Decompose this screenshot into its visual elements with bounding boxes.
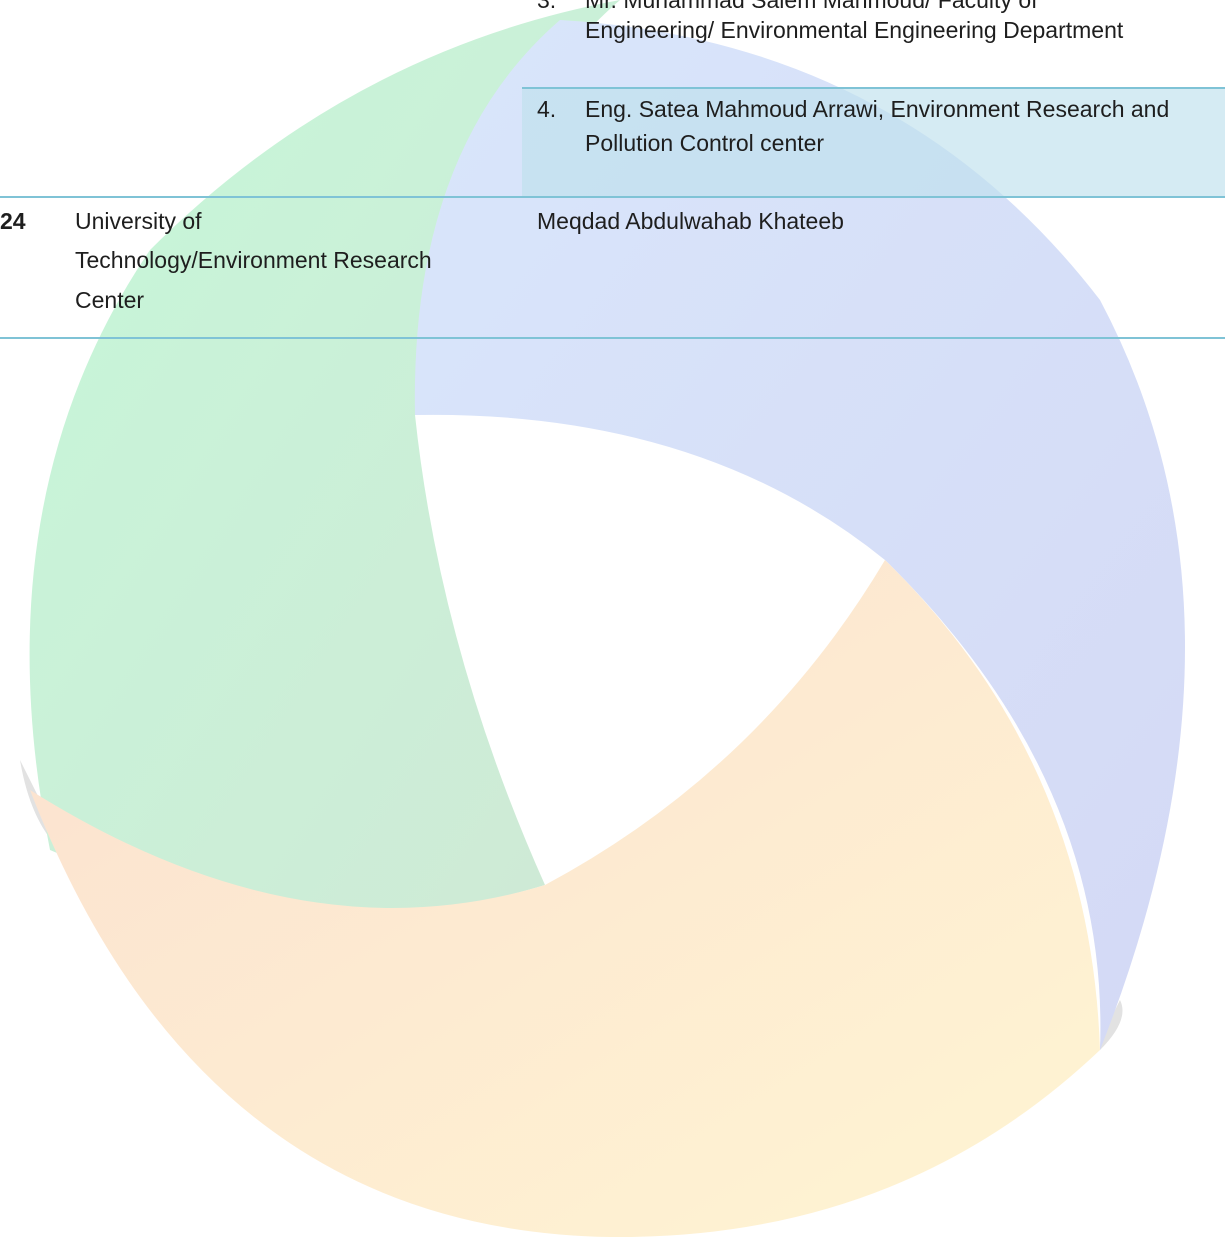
item-text: Mr. Muhammad Salem Mahmoud/ Faculty of [585, 0, 1038, 13]
item-text: Eng. Satea Mahmoud Arrawi, Environment R… [585, 96, 1170, 122]
item-number: 3. [537, 0, 557, 13]
rule [0, 337, 1225, 339]
rule [522, 87, 1225, 89]
logo-blue [414, 20, 1185, 1050]
institution: Technology/Environment Research [75, 247, 432, 273]
person-name: Meqdad Abdulwahab Khateeb [537, 208, 844, 234]
item-text: Pollution Control center [585, 130, 825, 156]
item-number: 4. [537, 96, 557, 122]
row-number: 24 [0, 208, 26, 234]
row-shading [522, 88, 1225, 197]
institution: Center [75, 287, 145, 313]
logo-green [29, 0, 621, 916]
item-text: Engineering/ Environmental Engineering D… [585, 17, 1124, 43]
logo-orange [30, 560, 1100, 1237]
institution: University of [75, 208, 202, 234]
rule [0, 196, 1225, 198]
